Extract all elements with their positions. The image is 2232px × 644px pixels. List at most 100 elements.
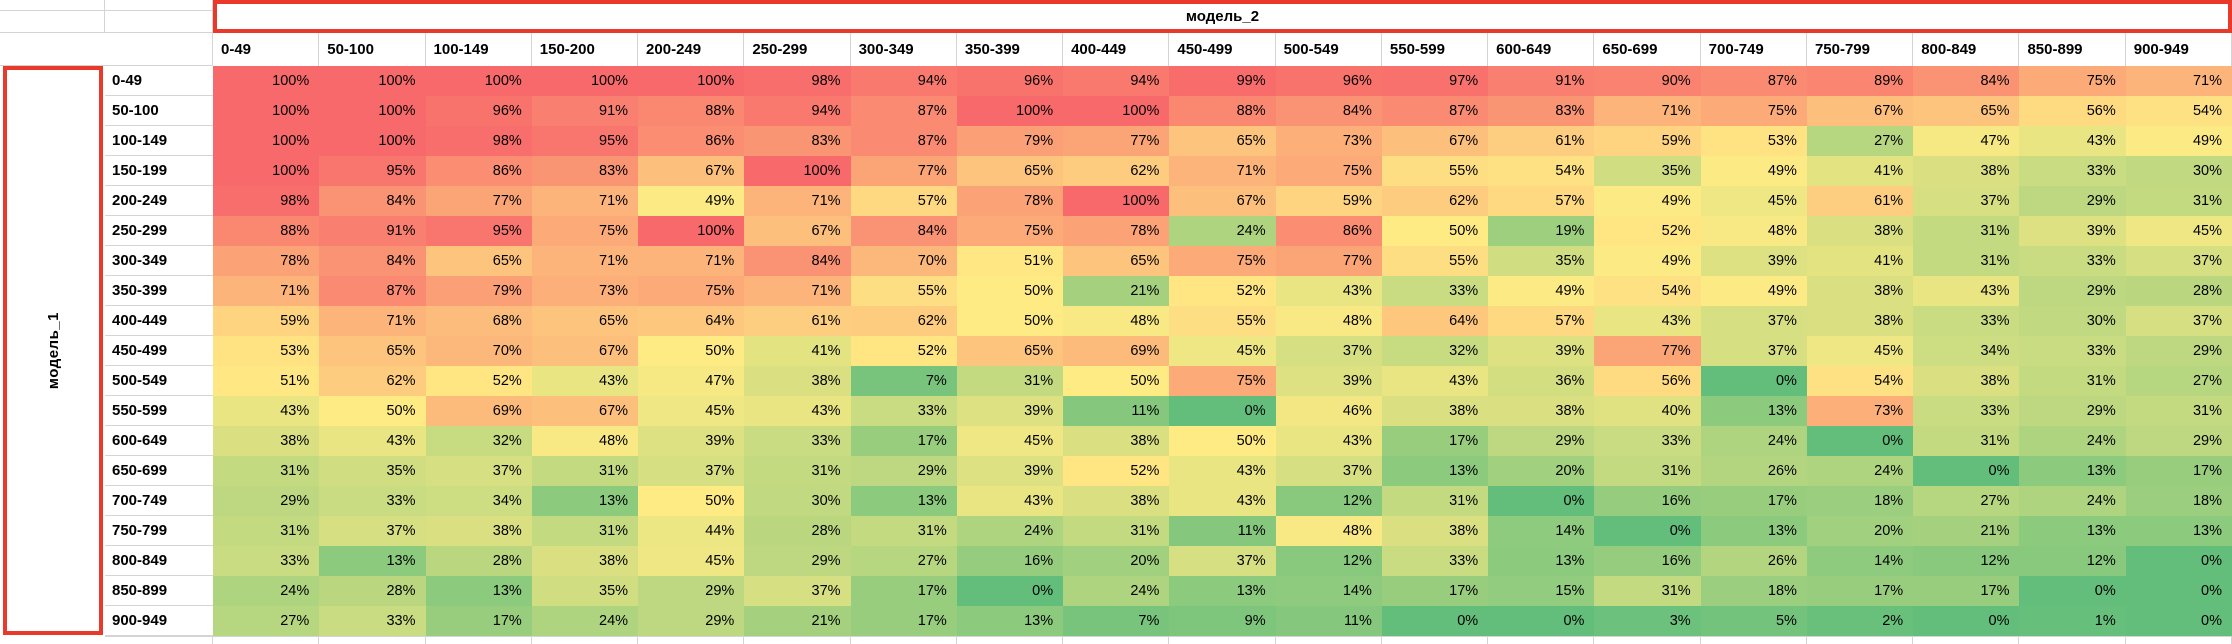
heatmap-cell[interactable]: 24%: [956, 516, 1064, 546]
heatmap-cell[interactable]: 39%: [638, 426, 745, 456]
heatmap-cell[interactable]: 77%: [425, 186, 532, 216]
heatmap-cell[interactable]: 36%: [1488, 366, 1595, 396]
heatmap-cell[interactable]: 100%: [638, 66, 745, 96]
heatmap-cell[interactable]: 11%: [1169, 516, 1276, 546]
heatmap-cell[interactable]: 56%: [1594, 366, 1701, 396]
heatmap-cell[interactable]: 13%: [1381, 456, 1489, 486]
column-header[interactable]: 500-549: [1275, 33, 1382, 66]
heatmap-cell[interactable]: 38%: [1913, 156, 2020, 186]
heatmap-cell[interactable]: 49%: [1594, 186, 1701, 216]
heatmap-cell[interactable]: 30%: [2125, 156, 2232, 186]
heatmap-cell[interactable]: 67%: [531, 396, 639, 426]
heatmap-cell[interactable]: 33%: [1913, 306, 2020, 336]
heatmap-cell[interactable]: 18%: [1806, 486, 1914, 516]
heatmap-cell[interactable]: 14%: [1488, 516, 1595, 546]
heatmap-cell[interactable]: 69%: [1063, 336, 1170, 366]
heatmap-cell[interactable]: 29%: [2019, 186, 2126, 216]
heatmap-cell[interactable]: 37%: [744, 576, 851, 606]
heatmap-cell[interactable]: 65%: [425, 246, 532, 276]
heatmap-cell[interactable]: 56%: [2019, 96, 2126, 126]
heatmap-cell[interactable]: 75%: [638, 276, 745, 306]
heatmap-cell[interactable]: 0%: [2019, 576, 2126, 606]
heatmap-cell[interactable]: 26%: [1700, 546, 1807, 576]
row-header[interactable]: 250-299: [105, 216, 213, 246]
column-header[interactable]: 300-349: [850, 33, 957, 66]
row-header[interactable]: 900-949: [105, 606, 213, 636]
heatmap-cell[interactable]: 71%: [1594, 96, 1701, 126]
heatmap-cell[interactable]: 43%: [1275, 276, 1382, 306]
heatmap-cell[interactable]: 59%: [1275, 186, 1382, 216]
heatmap-cell[interactable]: 75%: [956, 216, 1064, 246]
heatmap-cell[interactable]: 100%: [425, 66, 532, 96]
row-header[interactable]: 0-49: [105, 66, 213, 96]
heatmap-cell[interactable]: 43%: [956, 486, 1064, 516]
heatmap-cell[interactable]: 62%: [319, 366, 426, 396]
heatmap-cell[interactable]: 17%: [850, 606, 957, 636]
heatmap-cell[interactable]: 29%: [2125, 336, 2232, 366]
heatmap-cell[interactable]: 64%: [1381, 306, 1489, 336]
heatmap-cell[interactable]: 50%: [1169, 426, 1276, 456]
heatmap-cell[interactable]: 68%: [425, 306, 532, 336]
heatmap-cell[interactable]: 50%: [638, 486, 745, 516]
heatmap-cell[interactable]: 62%: [850, 306, 957, 336]
heatmap-cell[interactable]: 48%: [531, 426, 639, 456]
heatmap-cell[interactable]: 19%: [1488, 216, 1595, 246]
heatmap-cell[interactable]: 41%: [744, 336, 851, 366]
heatmap-cell[interactable]: 97%: [1381, 66, 1489, 96]
heatmap-cell[interactable]: 29%: [2019, 276, 2126, 306]
row-header[interactable]: 500-549: [105, 366, 213, 396]
heatmap-cell[interactable]: 94%: [850, 66, 957, 96]
heatmap-cell[interactable]: 71%: [531, 186, 639, 216]
heatmap-cell[interactable]: 13%: [1700, 396, 1807, 426]
heatmap-cell[interactable]: 0%: [2125, 576, 2232, 606]
heatmap-cell[interactable]: 59%: [1594, 126, 1701, 156]
heatmap-cell[interactable]: 98%: [425, 126, 532, 156]
heatmap-cell[interactable]: 2%: [1806, 606, 1914, 636]
heatmap-cell[interactable]: 75%: [531, 216, 639, 246]
heatmap-cell[interactable]: 38%: [1806, 216, 1914, 246]
heatmap-cell[interactable]: 0%: [1488, 486, 1595, 516]
heatmap-cell[interactable]: 29%: [2125, 426, 2232, 456]
heatmap-cell[interactable]: 43%: [213, 396, 320, 426]
heatmap-cell[interactable]: 41%: [1806, 156, 1914, 186]
heatmap-cell[interactable]: 27%: [850, 546, 957, 576]
heatmap-cell[interactable]: 87%: [1700, 66, 1807, 96]
heatmap-cell[interactable]: 27%: [1913, 486, 2020, 516]
heatmap-cell[interactable]: 31%: [1594, 456, 1701, 486]
heatmap-cell[interactable]: 75%: [1169, 246, 1276, 276]
heatmap-cell[interactable]: 31%: [531, 456, 639, 486]
heatmap-cell[interactable]: 65%: [1913, 96, 2020, 126]
heatmap-cell[interactable]: 33%: [2019, 156, 2126, 186]
heatmap-cell[interactable]: 95%: [425, 216, 532, 246]
heatmap-cell[interactable]: 37%: [2125, 246, 2232, 276]
heatmap-cell[interactable]: 52%: [850, 336, 957, 366]
heatmap-cell[interactable]: 26%: [1700, 456, 1807, 486]
heatmap-cell[interactable]: 88%: [213, 216, 320, 246]
heatmap-cell[interactable]: 32%: [425, 426, 532, 456]
heatmap-cell[interactable]: 65%: [319, 336, 426, 366]
heatmap-cell[interactable]: 7%: [850, 366, 957, 396]
heatmap-cell[interactable]: 37%: [319, 516, 426, 546]
heatmap-cell[interactable]: 15%: [1488, 576, 1595, 606]
heatmap-cell[interactable]: 50%: [1063, 366, 1170, 396]
heatmap-cell[interactable]: 43%: [1594, 306, 1701, 336]
heatmap-cell[interactable]: 100%: [1063, 186, 1170, 216]
column-header[interactable]: 550-599: [1381, 33, 1489, 66]
heatmap-cell[interactable]: 90%: [1594, 66, 1701, 96]
heatmap-cell[interactable]: 57%: [1488, 306, 1595, 336]
column-axis-title-cell[interactable]: модель_2: [213, 0, 2232, 33]
heatmap-cell[interactable]: 31%: [1594, 576, 1701, 606]
heatmap-cell[interactable]: 84%: [319, 186, 426, 216]
heatmap-cell[interactable]: 57%: [1488, 186, 1595, 216]
heatmap-cell[interactable]: 84%: [850, 216, 957, 246]
heatmap-cell[interactable]: 24%: [213, 576, 320, 606]
heatmap-cell[interactable]: 29%: [638, 606, 745, 636]
heatmap-cell[interactable]: 61%: [1806, 186, 1914, 216]
heatmap-cell[interactable]: 75%: [1169, 366, 1276, 396]
heatmap-cell[interactable]: 100%: [1063, 96, 1170, 126]
heatmap-cell[interactable]: 67%: [744, 216, 851, 246]
heatmap-cell[interactable]: 87%: [319, 276, 426, 306]
heatmap-cell[interactable]: 0%: [1381, 606, 1489, 636]
heatmap-cell[interactable]: 27%: [213, 606, 320, 636]
row-header[interactable]: 700-749: [105, 486, 213, 516]
